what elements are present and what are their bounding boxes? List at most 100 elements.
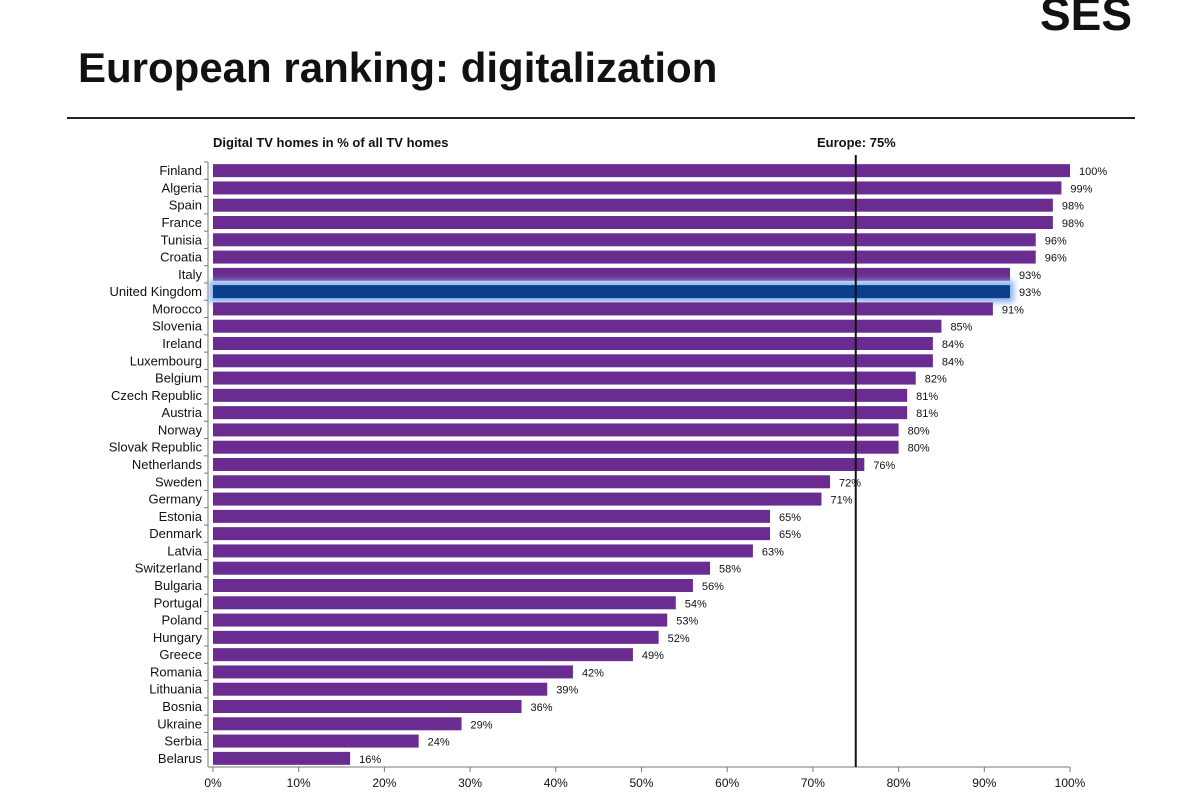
bar [213,164,1070,178]
y-tick-label: Czech Republic [111,388,203,403]
value-label: 29% [471,719,493,731]
bar [213,250,1036,264]
y-tick-label: Switzerland [135,561,202,576]
y-tick-label: Ireland [162,336,202,351]
y-tick-label: Hungary [153,630,203,645]
bar [213,302,993,316]
bar [213,544,753,558]
value-label: 81% [916,391,938,403]
y-tick-label: Bulgaria [154,578,202,593]
x-tick-label: 10% [287,776,311,790]
bar [213,267,1011,281]
value-label: 91% [1002,304,1024,316]
x-tick-label: 20% [372,776,396,790]
value-label: 52% [668,633,690,645]
x-tick-label: 40% [544,776,568,790]
bar [213,492,822,506]
x-tick-label: 60% [715,776,739,790]
value-label: 96% [1045,235,1067,247]
bar [213,354,933,368]
bar [213,475,831,489]
value-label: 39% [556,685,578,697]
y-tick-label: Netherlands [132,457,203,472]
bar [213,734,419,748]
y-tick-label: Belgium [155,371,202,386]
value-label: 84% [942,356,964,368]
x-tick-label: 100% [1055,776,1086,790]
y-tick-label: Portugal [154,595,203,610]
bar [213,216,1053,229]
value-label: 63% [762,546,784,558]
bar [213,440,899,454]
y-tick-label: Spain [169,198,202,213]
bar [213,319,942,333]
bar [213,371,916,385]
bar [213,423,899,437]
reference-label: Europe: 75% [817,135,896,150]
y-tick-label: Finland [159,163,202,178]
value-label: 80% [908,425,930,437]
bar [213,181,1062,195]
value-label: 72% [839,477,861,489]
y-tick-label: Denmark [149,526,202,541]
bar [213,613,668,627]
y-tick-label: Croatia [160,250,203,265]
x-tick-label: 30% [458,776,482,790]
value-label: 53% [676,616,698,628]
value-label: 65% [779,512,801,524]
bar [213,579,693,592]
value-label: 98% [1062,201,1084,213]
y-tick-label: Sweden [155,474,202,489]
bar [213,388,908,402]
x-tick-label: 90% [972,776,996,790]
bar [213,527,771,541]
bar [213,233,1036,247]
y-tick-label: Slovak Republic [109,440,203,455]
value-label: 49% [642,650,664,662]
value-label: 99% [1070,183,1092,195]
y-tick-label: Austria [162,405,203,420]
bar [213,751,351,765]
logo: SES [1040,0,1132,40]
value-label: 42% [582,667,604,679]
value-label: 98% [1062,218,1084,230]
bar [213,198,1053,212]
y-tick-label: Slovenia [152,319,203,334]
x-tick-label: 80% [887,776,911,790]
value-label: 76% [873,460,895,472]
y-tick-label: Bosnia [162,699,203,714]
bar [213,509,771,523]
value-label: 100% [1079,166,1107,178]
y-tick-label: Serbia [164,734,202,749]
value-label: 85% [950,322,972,334]
y-tick-label: Tunisia [161,232,203,247]
x-tick-label: 0% [204,776,222,790]
bar [213,285,1011,299]
value-label: 16% [359,754,381,766]
bar [213,700,522,713]
value-label: 96% [1045,253,1067,265]
bar [213,458,865,471]
x-tick-label: 70% [801,776,825,790]
bar [213,665,573,679]
bar [213,406,908,420]
bar [213,561,711,575]
y-tick-label: Italy [178,267,202,282]
bar [213,648,633,662]
x-tick-label: 50% [629,776,653,790]
bar [213,337,933,350]
value-label: 80% [908,443,930,455]
value-label: 84% [942,339,964,351]
value-label: 54% [685,598,707,610]
bar [213,717,462,731]
value-label: 93% [1019,270,1041,282]
value-label: 81% [916,408,938,420]
bar [213,596,676,610]
y-tick-label: Algeria [162,180,203,195]
y-tick-label: Morocco [152,301,202,316]
value-label: 82% [925,374,947,386]
value-label: 93% [1019,287,1041,299]
y-tick-label: Greece [159,647,202,662]
